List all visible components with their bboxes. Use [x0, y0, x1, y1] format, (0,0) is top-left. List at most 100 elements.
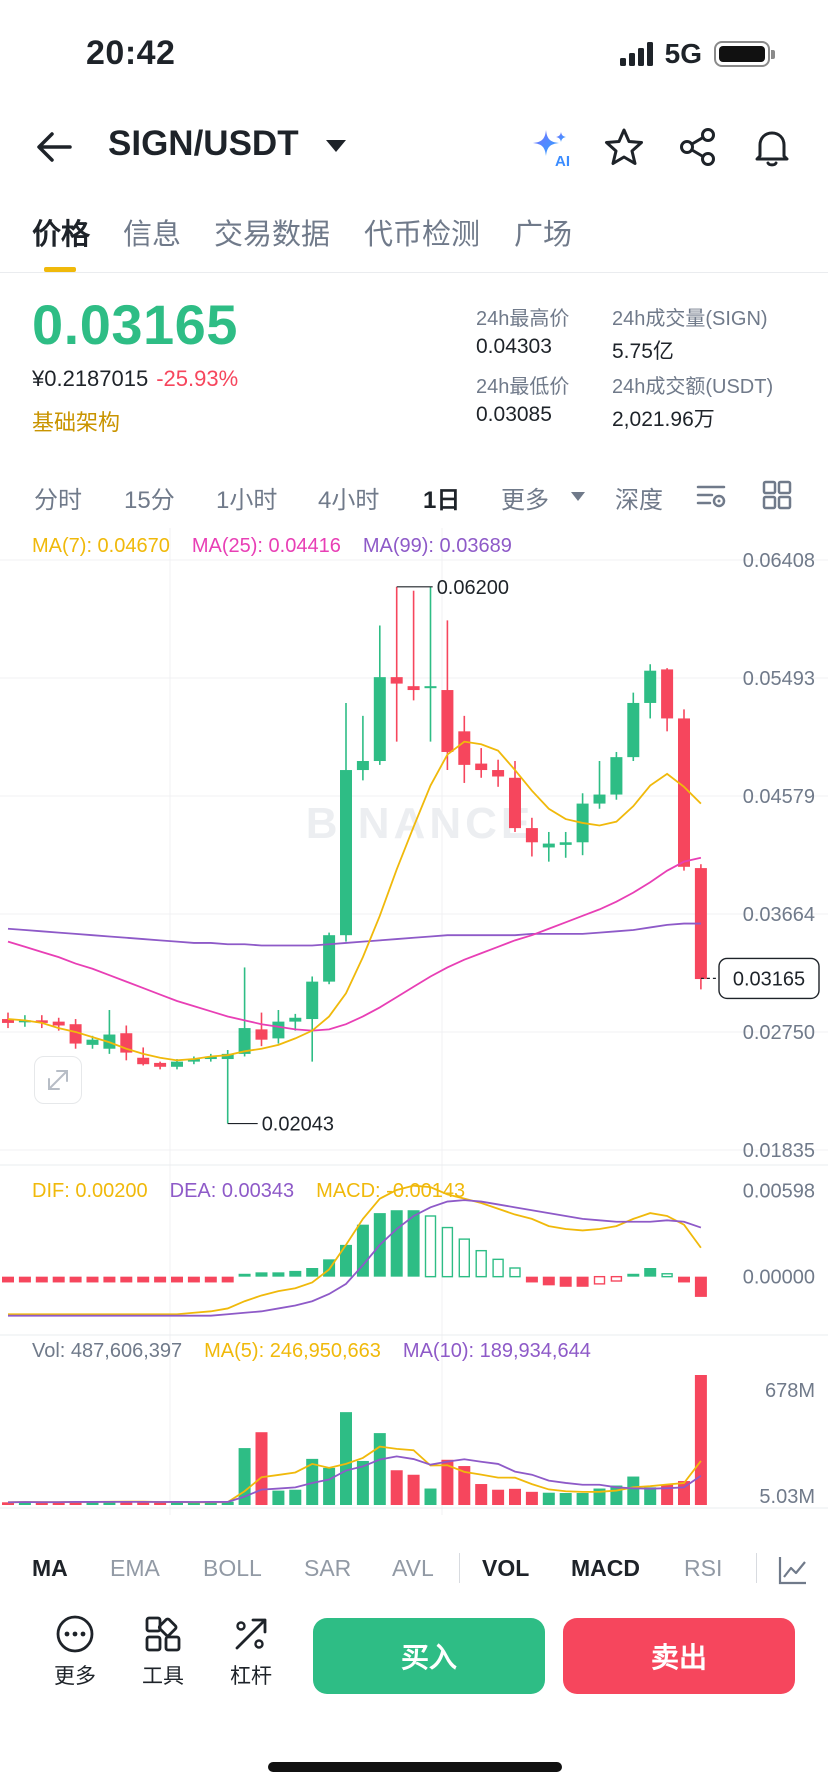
tab-info[interactable]: 信息	[123, 219, 182, 251]
grid-layout-icon[interactable]	[760, 478, 794, 517]
volume-bar	[120, 1501, 133, 1505]
more-button[interactable]: 更多	[40, 1614, 110, 1690]
macd-bar	[424, 1215, 437, 1278]
macd-bar	[356, 1224, 369, 1277]
more-label: 更多	[54, 1665, 96, 1688]
chevron-down-icon[interactable]	[571, 492, 585, 501]
indicator-rsi[interactable]: RSI	[684, 1555, 723, 1581]
macd-bar	[407, 1210, 420, 1277]
volume-bar	[525, 1491, 538, 1505]
volume-ma10-line	[7, 1455, 702, 1504]
ai-sparkle-icon[interactable]: AI	[526, 122, 576, 172]
indicator-ma[interactable]: MA	[32, 1555, 68, 1581]
volume-bar	[171, 1502, 183, 1505]
tab-square[interactable]: 广场	[514, 219, 573, 251]
ma7-line	[7, 740, 702, 1062]
indicator-sar[interactable]: SAR	[304, 1555, 352, 1581]
ma-legend: MA(7): 0.04670 MA(25): 0.04416 MA(99): 0…	[32, 535, 512, 558]
interval-1h[interactable]: 1小时	[216, 487, 278, 514]
indicator-vol[interactable]: VOL	[482, 1555, 530, 1581]
stat-value: 0.04303	[476, 335, 552, 358]
tools-label: 工具	[142, 1665, 184, 1688]
indicator-boll[interactable]: BOLL	[203, 1555, 262, 1581]
last-price: 0.03165	[32, 293, 238, 356]
candle-body	[610, 757, 623, 795]
tab-price[interactable]: 价格	[32, 219, 91, 251]
interval-1d[interactable]: 1日	[423, 487, 461, 514]
vol-legend: Vol: 487,606,397 MA(5): 246,950,663 MA(1…	[32, 1340, 591, 1363]
stat-24h-low: 24h最低价 0.03085	[476, 370, 569, 427]
candle-body	[238, 1028, 251, 1054]
candle-body	[424, 686, 437, 689]
indicator-avl[interactable]: AVL	[392, 1555, 434, 1581]
tab-trading-data[interactable]: 交易数据	[214, 219, 331, 251]
candle-body	[492, 770, 505, 777]
interval-more[interactable]: 更多	[501, 487, 549, 514]
interval-bar: 分时 15分 1小时 4小时 1日 更多 深度	[0, 470, 828, 520]
expand-chart-icon[interactable]	[34, 1056, 82, 1104]
macd-bar	[2, 1276, 14, 1283]
tab-token-check[interactable]: 代币检测	[364, 219, 481, 251]
price-cny: ¥0.2187015	[32, 366, 149, 391]
macd-bar	[52, 1276, 65, 1283]
macd-bar	[221, 1276, 234, 1283]
sell-button[interactable]: 卖出	[563, 1618, 795, 1694]
volume-bar	[52, 1502, 65, 1505]
candle-body	[407, 686, 420, 691]
candle-body	[289, 1017, 302, 1022]
buy-button[interactable]: 买入	[313, 1618, 545, 1694]
indicator-macd[interactable]: MACD	[571, 1555, 640, 1581]
leverage-button[interactable]: 杠杆	[216, 1614, 286, 1690]
interval-depth[interactable]: 深度	[615, 487, 663, 514]
candle-body	[678, 718, 690, 867]
tools-button[interactable]: 工具	[128, 1614, 198, 1690]
pair-title[interactable]: SIGN/USDT	[108, 124, 299, 163]
bell-icon[interactable]	[747, 122, 797, 172]
kline-chart[interactable]: 0.06408 0.05493 0.04579 0.03664 0.02750 0.018…	[0, 528, 828, 1518]
ma99-line	[7, 922, 701, 947]
home-indicator[interactable]	[268, 1762, 562, 1772]
price-axis-label: 0.05493	[743, 668, 815, 690]
vol-label: Vol: 487,606,397	[32, 1340, 183, 1362]
ma25-line	[7, 856, 702, 1032]
stat-label: 24h成交额(USDT)	[612, 376, 774, 398]
battery-icon	[714, 41, 775, 67]
volume-bar	[424, 1488, 437, 1505]
macd-bar	[204, 1276, 217, 1283]
date-axis-label: 2026-03-14 08:00	[363, 1515, 521, 1518]
stat-label: 24h成交量(SIGN)	[612, 308, 768, 330]
candle-body	[509, 777, 521, 829]
macd-dif-line	[8, 1184, 702, 1316]
indicator-ema[interactable]: EMA	[110, 1555, 160, 1581]
candle-body	[221, 1053, 234, 1060]
share-icon[interactable]	[673, 122, 723, 172]
macd-axis-label: 0.00598	[743, 1180, 815, 1202]
pair-dropdown-icon[interactable]	[326, 140, 346, 152]
category-tag[interactable]: 基础架构	[32, 410, 121, 435]
volume-axis-label: 5.03M	[759, 1486, 815, 1508]
star-icon[interactable]	[599, 122, 649, 172]
price-axis-label: 0.02750	[743, 1022, 815, 1044]
chart-settings-icon[interactable]	[694, 478, 728, 517]
candle-body	[559, 842, 572, 845]
candle-body	[525, 828, 538, 843]
volume-axis-label: 678M	[765, 1380, 815, 1402]
macd-bar	[610, 1275, 623, 1282]
volume-bar	[509, 1488, 521, 1505]
back-arrow-icon[interactable]	[30, 122, 80, 172]
interval-4h[interactable]: 4小时	[318, 487, 380, 514]
macd-axis-label: 0.00000	[743, 1267, 815, 1289]
candle-body	[627, 702, 640, 758]
volume-bar	[373, 1433, 386, 1505]
volume-bar	[458, 1466, 471, 1505]
line-chart-icon[interactable]	[776, 1553, 810, 1592]
interval-time-share[interactable]: 分时	[34, 487, 82, 514]
candle-body	[255, 1029, 268, 1040]
macd-bar	[559, 1276, 572, 1287]
interval-15m[interactable]: 15分	[124, 487, 175, 514]
volume-bar	[694, 1375, 707, 1505]
candle-body	[18, 1020, 31, 1023]
main-tabs: 价格 信息 交易数据 代币检测 广场	[0, 205, 828, 273]
macd-bar	[187, 1276, 200, 1283]
volume-bar	[390, 1470, 403, 1505]
